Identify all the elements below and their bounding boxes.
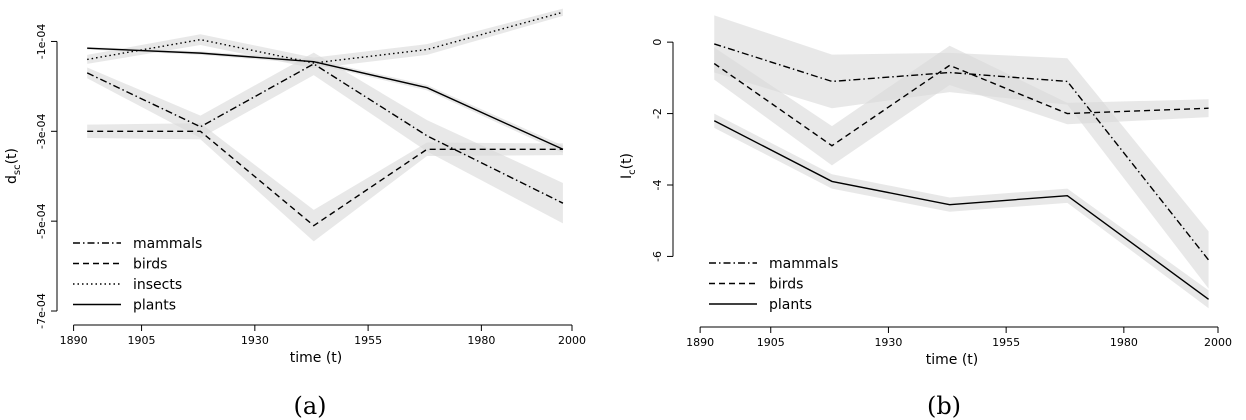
y-tick-label: -7e-04: [35, 293, 48, 329]
y-axis-title-sub: c: [627, 169, 638, 175]
legend-label-insects: insects: [133, 277, 182, 293]
line-plants: [87, 47, 564, 150]
line-mammals: [86, 63, 564, 204]
x-axis-title: time (t): [290, 350, 343, 366]
x-tick-label: 1980: [1110, 336, 1138, 349]
x-tick-label: 1980: [467, 334, 495, 347]
y-axis-title-suffix: (t): [619, 153, 635, 169]
y-axis-title-sub: sc: [12, 164, 23, 175]
x-tick-label: 2000: [1204, 336, 1232, 349]
legend-label-mammals: mammals: [769, 256, 838, 272]
y-tick-label: -1e-04: [35, 24, 48, 60]
band-birds: [87, 123, 563, 242]
panel-label: (a): [293, 392, 326, 420]
y-tick-label: -2: [651, 108, 664, 119]
x-tick-label: 1955: [992, 336, 1020, 349]
x-tick-label: 2000: [558, 334, 586, 347]
legend: mammals birds plants: [709, 256, 838, 313]
x-tick-label: 1890: [60, 334, 88, 347]
line-mammals: [714, 43, 1210, 261]
chart-panel-2: 1890 1905 1930 1955 1980 2000 -6 -4 -2 0 time (t) I…: [619, 15, 1232, 420]
legend-label-plants: plants: [133, 298, 176, 314]
x-tick-label: 1930: [241, 334, 269, 347]
x-tick-label: 1905: [128, 334, 156, 347]
x-tick-label: 1905: [757, 336, 785, 349]
legend-label-birds: birds: [769, 277, 803, 293]
x-tick-label: 1955: [354, 334, 382, 347]
line-plants: [713, 120, 1209, 300]
x-axis-title: time (t): [926, 352, 979, 368]
line-birds: [713, 62, 1209, 147]
legend-label-mammals: mammals: [133, 236, 202, 252]
y-axis-title-main: d: [4, 175, 20, 184]
band-insects: [87, 8, 563, 69]
line-birds: [87, 130, 563, 227]
band-mammals: [714, 15, 1209, 289]
y-axis-title: dsc(t): [4, 148, 23, 184]
y-tick-label: -3e-04: [35, 113, 48, 149]
panel-label: (b): [927, 392, 961, 420]
y-tick-label: -5e-04: [35, 203, 48, 239]
legend-label-plants: plants: [769, 297, 812, 313]
y-axis-title-suffix: (t): [4, 148, 20, 164]
legend: mammals birds insects plants: [73, 236, 202, 314]
line-insects: [87, 11, 564, 64]
x-tick-label: 1890: [686, 336, 714, 349]
band-plants: [714, 113, 1209, 309]
x-tick-label: 1930: [874, 336, 902, 349]
y-tick-label: -4: [651, 180, 664, 191]
legend-label-birds: birds: [133, 257, 167, 273]
y-tick-label: 0: [651, 39, 664, 46]
y-axis-title-main: I: [619, 175, 635, 179]
y-tick-label: -6: [651, 251, 664, 262]
y-axis-title: Ic(t): [619, 153, 638, 179]
chart-panel-1: 1890 1905 1930 1955 1980 2000 -7e-04 -5e-04 -3e-…: [4, 8, 586, 420]
band-birds: [714, 45, 1209, 166]
